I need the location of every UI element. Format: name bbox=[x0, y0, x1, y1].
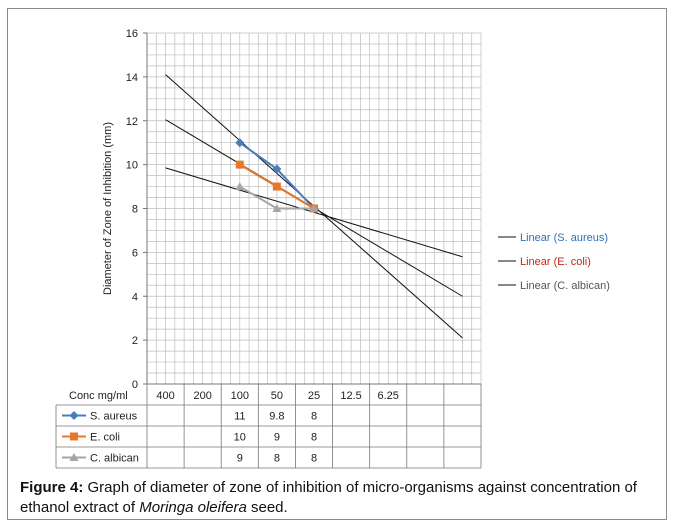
y-tick-label: 14 bbox=[126, 72, 138, 84]
y-tick-label: 6 bbox=[132, 247, 138, 259]
table-cell-value: 8 bbox=[274, 453, 280, 465]
table-cell-value: 8 bbox=[311, 453, 317, 465]
legend-trendline-label: Linear (C. albican) bbox=[520, 280, 610, 292]
data-point bbox=[272, 182, 281, 191]
table-cell-value: 8 bbox=[311, 411, 317, 423]
figure-frame bbox=[7, 8, 667, 520]
data-point bbox=[272, 204, 282, 212]
x-category-label: 200 bbox=[193, 390, 211, 402]
figure-caption: Figure 4: Graph of diameter of zone of i… bbox=[20, 478, 660, 518]
data-point bbox=[69, 411, 79, 420]
y-tick-label: 10 bbox=[126, 160, 138, 172]
data-point bbox=[235, 182, 245, 191]
table-cell-value: 11 bbox=[234, 411, 245, 423]
y-tick-label: 12 bbox=[126, 116, 138, 128]
y-tick-label: 0 bbox=[132, 379, 138, 391]
table-cell-value: 9 bbox=[237, 453, 243, 465]
table-cell-value: 9.8 bbox=[269, 411, 284, 423]
y-tick-label: 8 bbox=[132, 204, 138, 216]
caption-label: Figure 4: bbox=[20, 479, 84, 496]
table-cell-value: 9 bbox=[274, 432, 280, 444]
table-cell-value: 8 bbox=[311, 432, 317, 444]
x-category-label: 100 bbox=[231, 390, 249, 402]
data-point bbox=[235, 160, 244, 169]
chart: 0 2 4 6 8 10 12 14 16 Diameter of Zone of Inhibit… bbox=[55, 28, 610, 469]
table-series-name: S. aureus bbox=[90, 411, 138, 423]
caption-italic: Moringa oleifera bbox=[139, 499, 247, 516]
table-series-name: C. albican bbox=[90, 453, 139, 465]
y-axis-label: Diameter of Zone of Inhibition (mm) bbox=[102, 122, 114, 295]
x-category-label: 6.25 bbox=[378, 390, 399, 402]
x-category-label: 12.5 bbox=[340, 390, 361, 402]
legend-trendline-label: Linear (E. coli) bbox=[520, 256, 591, 268]
table-cell-value: 10 bbox=[234, 432, 246, 444]
table-series-name: E. coli bbox=[90, 432, 120, 444]
legend-trendline-label: Linear (S. aureus) bbox=[520, 232, 608, 244]
x-category-label: 50 bbox=[271, 390, 283, 402]
data-point bbox=[272, 164, 282, 174]
y-tick-label: 2 bbox=[132, 335, 138, 347]
data-point bbox=[235, 138, 245, 148]
x-category-label: 400 bbox=[156, 390, 174, 402]
table-header-label: Conc mg/ml bbox=[69, 390, 128, 402]
caption-text-before: Graph of diameter of zone of inhibition … bbox=[20, 479, 637, 516]
y-tick-label: 4 bbox=[132, 291, 138, 303]
x-category-label: 25 bbox=[308, 390, 320, 402]
data-point bbox=[309, 204, 319, 212]
caption-text-after: seed. bbox=[246, 499, 288, 516]
y-tick-label: 16 bbox=[126, 28, 138, 40]
data-point bbox=[70, 432, 78, 441]
data-point bbox=[69, 453, 79, 461]
